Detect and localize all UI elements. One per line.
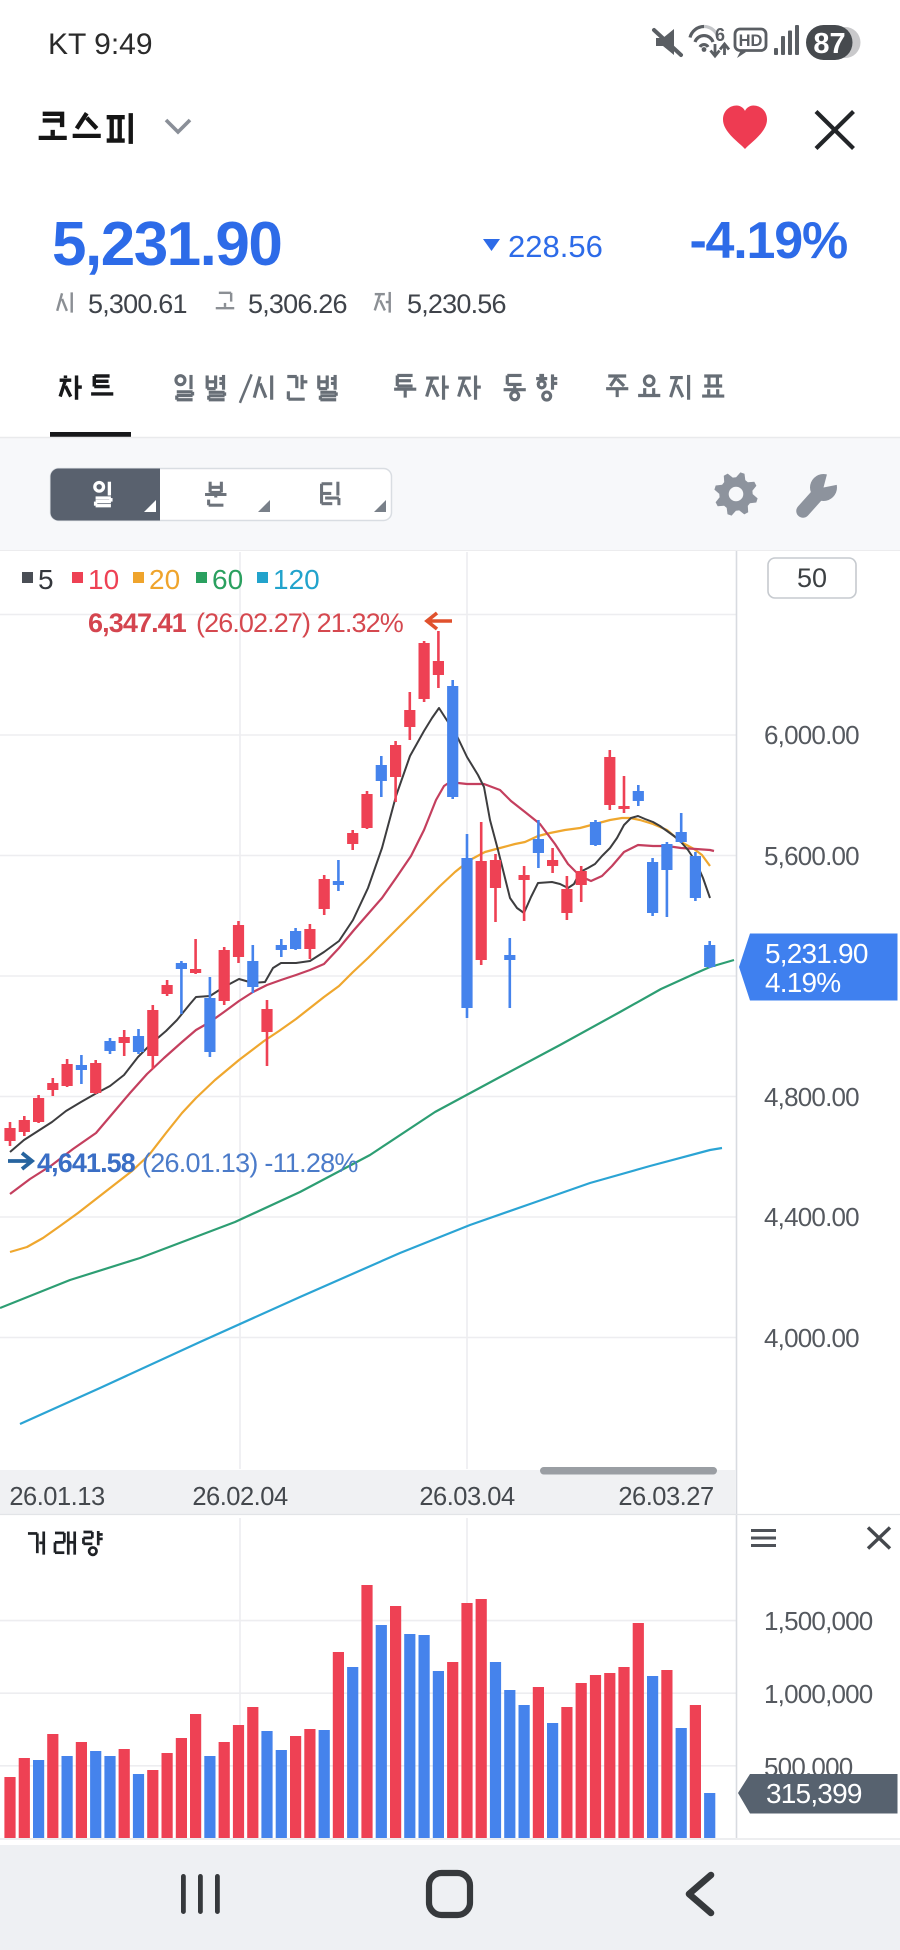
svg-text:10: 10 — [88, 564, 119, 595]
svg-text:315,399: 315,399 — [766, 1778, 862, 1809]
svg-text:60: 60 — [212, 564, 243, 595]
svg-text:5,300.61: 5,300.61 — [88, 289, 187, 319]
svg-text:6,347.41: 6,347.41 — [88, 608, 187, 638]
svg-text:26.01.13: 26.01.13 — [9, 1483, 105, 1511]
svg-text:26.03.04: 26.03.04 — [419, 1483, 515, 1511]
svg-text:5,231.90: 5,231.90 — [765, 938, 868, 969]
svg-text:20: 20 — [149, 564, 180, 595]
svg-text:87: 87 — [813, 28, 845, 60]
svg-text:4,800.00: 4,800.00 — [764, 1082, 859, 1112]
svg-text:120: 120 — [273, 564, 320, 595]
svg-text:26.03.27: 26.03.27 — [618, 1483, 713, 1511]
svg-text:5,230.56: 5,230.56 — [407, 289, 506, 319]
svg-text:4.19%: 4.19% — [765, 967, 840, 998]
svg-text:4,641.58: 4,641.58 — [37, 1148, 136, 1178]
svg-text:4,000.00: 4,000.00 — [764, 1323, 859, 1353]
svg-text:(26.01.13) -11.28%: (26.01.13) -11.28% — [142, 1148, 358, 1178]
svg-text:1,500,000: 1,500,000 — [764, 1606, 873, 1636]
svg-text:5,231.90: 5,231.90 — [52, 210, 281, 279]
svg-text:HD: HD — [739, 32, 763, 50]
svg-text:KT 9:49: KT 9:49 — [48, 28, 153, 61]
svg-text:6,000.00: 6,000.00 — [764, 720, 859, 750]
svg-text:26.02.04: 26.02.04 — [192, 1483, 288, 1511]
svg-text:5,600.00: 5,600.00 — [764, 841, 859, 871]
svg-text:-4.19%: -4.19% — [689, 212, 847, 270]
svg-text:5: 5 — [38, 564, 54, 595]
svg-text:(26.02.27) 21.32%: (26.02.27) 21.32% — [196, 608, 404, 638]
svg-text:228.56: 228.56 — [508, 229, 603, 264]
svg-text:5,306.26: 5,306.26 — [248, 289, 347, 319]
svg-text:50: 50 — [797, 563, 827, 593]
svg-text:6: 6 — [715, 25, 725, 45]
svg-text:4,400.00: 4,400.00 — [764, 1202, 859, 1232]
svg-text:1,000,000: 1,000,000 — [764, 1679, 873, 1709]
